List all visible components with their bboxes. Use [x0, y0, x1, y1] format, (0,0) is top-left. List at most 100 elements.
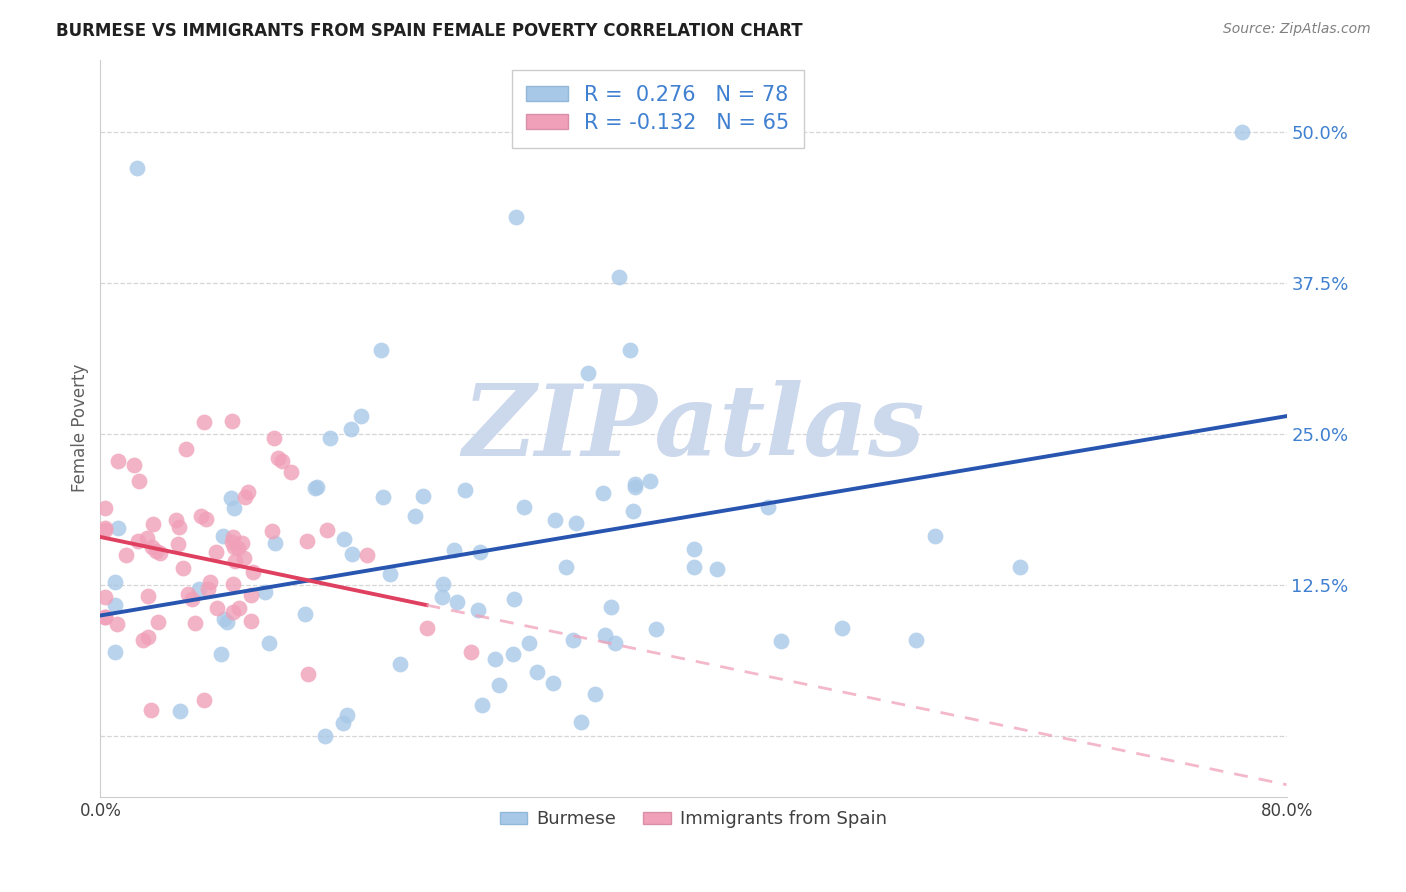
Point [593, 628, 616, 642]
Point [107, 521, 129, 535]
Point [468, 545, 491, 559]
Point [136, 631, 159, 645]
Y-axis label: Female Poverty: Female Poverty [72, 364, 89, 492]
Point [607, 270, 630, 285]
Point [145, 543, 167, 558]
Point [174, 442, 197, 457]
Point [467, 603, 489, 617]
Point [226, 541, 249, 556]
Point [181, 592, 204, 607]
Text: Source: ZipAtlas.com: Source: ZipAtlas.com [1223, 22, 1371, 37]
Point [138, 589, 160, 603]
Point [122, 458, 145, 472]
Point [142, 517, 165, 532]
Point [200, 574, 222, 589]
Point [146, 615, 169, 629]
Point [576, 366, 599, 380]
Point [94, 590, 117, 604]
Point [412, 489, 434, 503]
Point [583, 687, 606, 701]
Point [132, 632, 155, 647]
Point [370, 343, 392, 357]
Point [224, 554, 246, 568]
Point [621, 503, 644, 517]
Point [502, 648, 524, 662]
Point [924, 529, 946, 543]
Point [561, 633, 583, 648]
Point [645, 622, 668, 636]
Point [127, 161, 149, 176]
Point [177, 587, 200, 601]
Point [404, 508, 426, 523]
Text: BURMESE VS IMMIGRANTS FROM SPAIN FEMALE POVERTY CORRELATION CHART: BURMESE VS IMMIGRANTS FROM SPAIN FEMALE … [56, 22, 803, 40]
Point [222, 501, 245, 516]
Point [460, 645, 482, 659]
Point [240, 614, 263, 628]
Point [683, 560, 706, 574]
Point [683, 541, 706, 556]
Point [638, 474, 661, 488]
Point [205, 545, 228, 559]
Point [264, 536, 287, 550]
Point [195, 512, 218, 526]
Point [222, 605, 245, 619]
Point [339, 422, 361, 436]
Point [222, 540, 245, 554]
Point [297, 667, 319, 681]
Point [242, 565, 264, 579]
Point [619, 343, 641, 357]
Point [471, 698, 494, 713]
Point [253, 585, 276, 599]
Point [415, 621, 437, 635]
Point [190, 508, 212, 523]
Point [756, 500, 779, 514]
Point [336, 708, 359, 723]
Point [432, 590, 454, 604]
Point [565, 516, 588, 531]
Point [260, 524, 283, 538]
Point [231, 535, 253, 549]
Point [541, 676, 564, 690]
Point [104, 598, 127, 612]
Point [443, 543, 465, 558]
Point [454, 483, 477, 497]
Point [188, 582, 211, 596]
Point [167, 519, 190, 533]
Point [167, 537, 190, 551]
Point [706, 562, 728, 576]
Point [115, 548, 138, 562]
Point [107, 453, 129, 467]
Legend: Burmese, Immigrants from Spain: Burmese, Immigrants from Spain [494, 803, 894, 836]
Point [904, 632, 927, 647]
Point [94, 501, 117, 516]
Point [488, 678, 510, 692]
Point [371, 490, 394, 504]
Point [149, 546, 172, 560]
Point [222, 576, 245, 591]
Point [388, 657, 411, 671]
Point [169, 704, 191, 718]
Point [240, 588, 263, 602]
Point [503, 592, 526, 607]
Point [193, 415, 215, 429]
Point [197, 582, 219, 596]
Point [280, 466, 302, 480]
Point [219, 491, 242, 505]
Point [624, 477, 647, 491]
Point [592, 486, 614, 500]
Point [305, 480, 328, 494]
Point [172, 561, 194, 575]
Point [217, 615, 239, 629]
Point [207, 601, 229, 615]
Point [295, 533, 318, 548]
Point [104, 645, 127, 659]
Point [233, 490, 256, 504]
Point [356, 548, 378, 562]
Point [193, 692, 215, 706]
Point [141, 540, 163, 554]
Point [104, 574, 127, 589]
Point [505, 210, 527, 224]
Point [165, 513, 187, 527]
Point [94, 520, 117, 534]
Point [1008, 560, 1031, 574]
